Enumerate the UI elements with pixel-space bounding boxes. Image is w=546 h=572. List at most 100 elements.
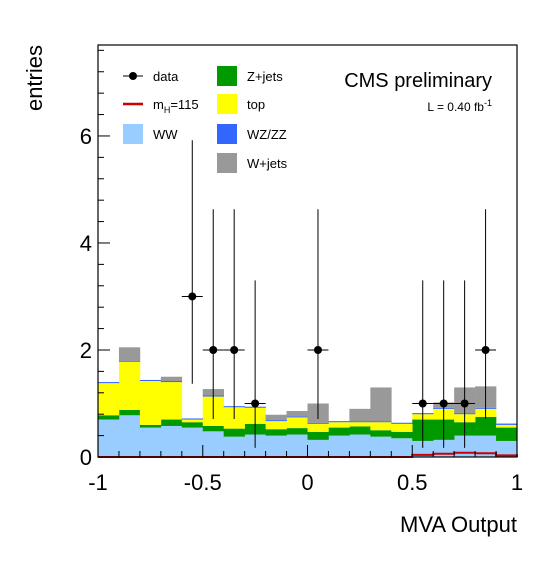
bar-wz-zz-bin-8 [265,420,287,422]
bar-top-bin-13 [370,422,392,431]
data-point-marker [251,399,260,408]
bar-ww-bin-2 [139,427,162,457]
bar-top-bin-2 [139,381,162,425]
data-point [202,209,224,420]
bar-z-jets-bin-6 [223,428,245,437]
bar-z-jets-bin-4 [181,422,204,428]
bar-ww-bin-19 [496,440,518,457]
legend-item-wz-zz: WZ/ZZ [217,124,287,144]
data-point-marker [481,345,490,354]
x-tick-label: -0.5 [184,470,222,495]
y-tick-label: 4 [80,231,92,256]
luminosity-label: L = 0.40 fb-1 [427,98,492,114]
luminosity-exponent: -1 [484,98,492,108]
legend-label-subscript: H [164,105,171,115]
data-point [244,280,266,448]
bar-ww-bin-5 [202,431,224,457]
data-point [475,209,497,420]
luminosity-value: L = 0.40 fb [427,100,484,114]
bar-ww-bin-15 [412,440,434,457]
bar-ww-bin-4 [181,427,204,457]
legend-item-w-jets: W+jets [217,153,288,173]
bar-wz-zz-bin-4 [181,418,204,420]
legend-label: WZ/ZZ [247,127,287,142]
data-point-marker [313,345,322,354]
data-point [433,280,455,448]
bar-z-jets-bin-12 [349,426,371,435]
data-points [181,140,497,448]
data-point [223,209,245,420]
data-point [181,140,203,384]
bar-ww-bin-18 [475,435,497,457]
data-point-marker [209,345,218,354]
bar-wz-zz-bin-3 [160,381,183,383]
bar-top-bin-14 [391,423,413,432]
bar-z-jets-bin-10 [307,431,329,440]
legend-swatch [123,124,143,144]
legend-swatch [217,153,237,173]
legend-label-base: m [153,97,164,112]
legend-swatch [217,94,237,114]
bar-top-bin-4 [181,419,204,423]
bar-z-jets-bin-0 [98,415,120,420]
x-tick-label: 1 [511,470,523,495]
bar-wz-zz-bin-14 [391,422,413,424]
data-point-marker [439,399,448,408]
legend-item-data: data [123,69,179,84]
x-tick-label: -1 [88,470,108,495]
bar-top-bin-0 [98,383,120,416]
y-tick-label: 0 [80,445,92,470]
legend-label: WW [153,127,178,142]
data-point-marker [230,345,239,354]
x-tick-label: 0.5 [397,470,428,495]
bar-ww-bin-14 [391,438,413,457]
bar-top-bin-11 [328,422,350,428]
legend-item-z-jets: Z+jets [217,66,283,86]
bar-z-jets-bin-13 [370,430,392,437]
data-point-marker [188,292,197,301]
bar-z-jets-bin-1 [118,409,141,416]
bar-w-jets-bin-19 [496,423,518,424]
stacked-histogram [98,347,518,457]
legend-label: mH=115 [153,97,199,115]
bar-w-jets-bin-12 [349,408,371,422]
bar-w-jets-bin-8 [265,414,287,421]
bar-ww-bin-9 [286,434,308,457]
bar-ww-bin-0 [98,419,120,457]
legend-item-top: top [217,94,265,114]
bar-top-bin-9 [286,417,308,429]
bar-top-bin-10 [307,423,329,432]
data-point [454,280,476,448]
bar-top-bin-19 [496,424,518,428]
legend-label: Z+jets [247,69,283,84]
bar-w-jets-bin-3 [160,376,183,382]
data-point-marker [460,399,469,408]
legend-swatch [217,66,237,86]
bar-top-bin-12 [349,422,371,427]
bar-ww-bin-3 [160,425,183,457]
bar-wz-zz-bin-10 [307,422,329,424]
bar-ww-bin-10 [307,439,329,457]
bar-wz-zz-bin-2 [139,379,162,382]
bar-wz-zz-bin-0 [98,382,120,384]
bar-top-bin-3 [160,382,183,420]
legend-label: W+jets [247,156,288,171]
bar-wz-zz-bin-12 [349,421,371,423]
bar-z-jets-bin-19 [496,427,518,441]
bar-ww-bin-16 [433,439,455,457]
legend-swatch [217,124,237,144]
legend-item-m: mH=115 [123,97,199,115]
bar-ww-bin-13 [370,436,392,457]
bar-top-bin-1 [118,361,141,410]
y-tick-label: 6 [80,124,92,149]
bar-ww-bin-1 [118,415,141,457]
bar-wz-zz-bin-19 [496,423,518,425]
data-point-marker [418,399,427,408]
bar-top-bin-8 [265,421,287,430]
bar-z-jets-bin-3 [160,419,183,426]
x-axis-label: MVA Output [400,512,517,537]
bar-z-jets-bin-11 [328,427,350,436]
bar-w-jets-bin-1 [118,347,141,361]
legend-label: top [247,97,265,112]
